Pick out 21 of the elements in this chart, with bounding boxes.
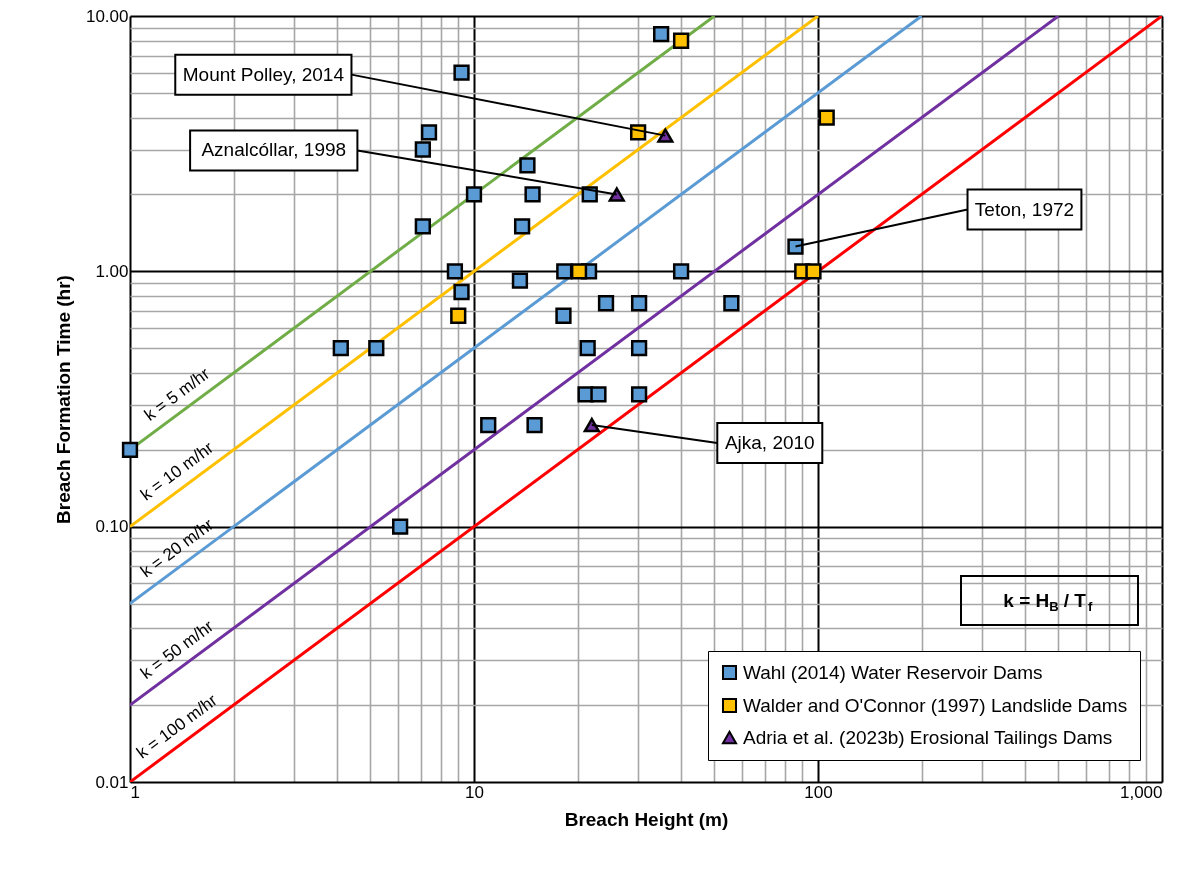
y-axis-title: Breach Formation Time (hr) [52,275,74,524]
y-tick-label: 10.00 [85,6,129,26]
text: k = 10 m/hr [136,437,218,505]
annotation: Mount Polley, 2014 [182,63,345,85]
x-tick-label: 10 [465,782,484,802]
text: k = 5 m/hr [140,363,214,425]
y-tick-label: 0.01 [95,772,129,792]
text: k = 100 m/hr [133,690,221,763]
annotation: Ajka, 2010 [724,432,815,454]
text: k = 50 m/hr [136,616,218,683]
x-tick-label: 1,000 [1119,782,1163,802]
legend-label: Walder and O'Connor (1997) Landslide Dams [743,694,1128,716]
y-tick-label: 1.00 [95,261,129,281]
x-tick-label: 1 [130,782,140,802]
y-tick-label: 0.10 [95,517,129,537]
x-tick-label: 100 [804,782,833,802]
legend-label: Adria et al. (2023b) Erosional Tailings Dams [743,726,1113,748]
annotation: Aznalcóllar, 1998 [201,139,347,161]
legend-label: Wahl (2014) Water Reservoir Dams [743,661,1043,683]
x-axis-title: Breach Height (m) [564,808,729,830]
annotation: Teton, 1972 [974,198,1075,220]
